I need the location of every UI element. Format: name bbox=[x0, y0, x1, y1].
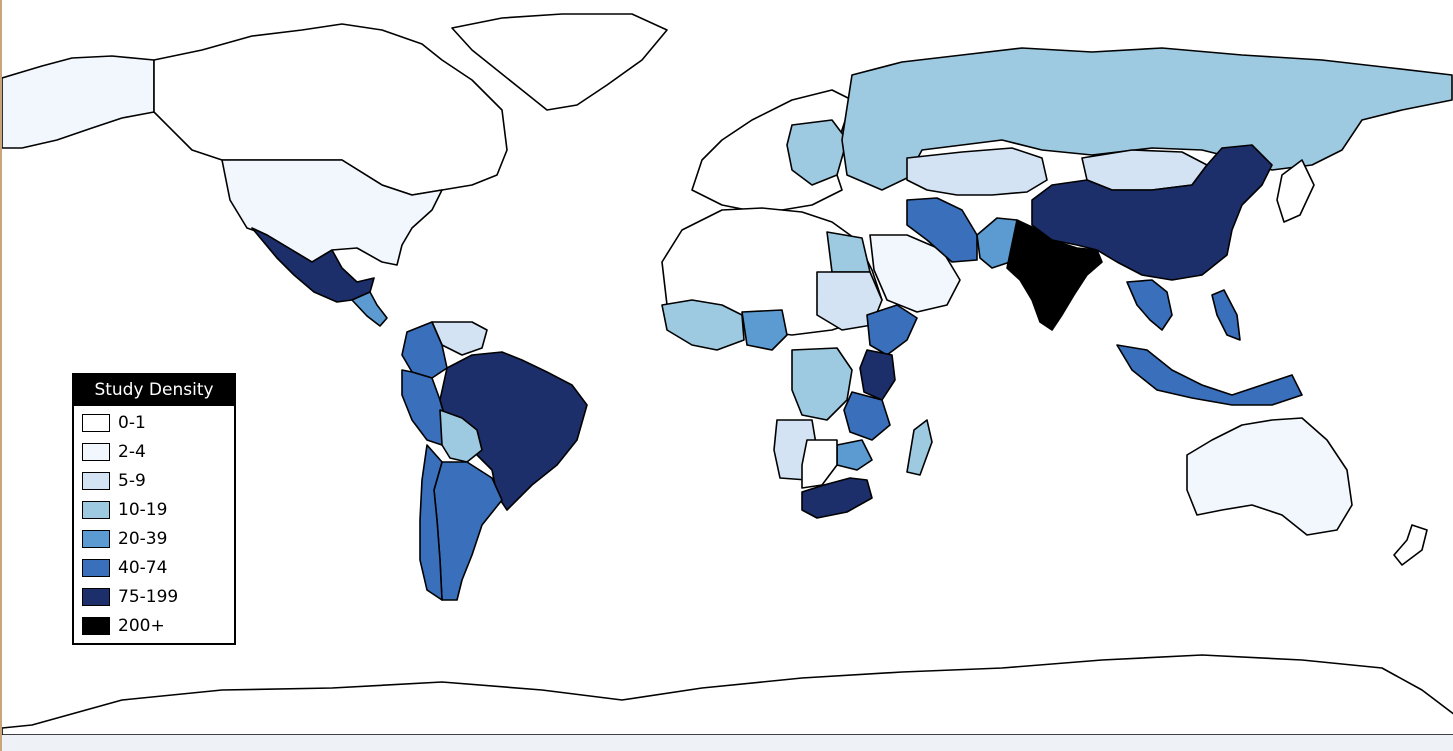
country-drc bbox=[791, 347, 853, 421]
country-greenland bbox=[451, 13, 668, 111]
legend-label: 20-39 bbox=[118, 529, 168, 549]
region-antarctica bbox=[2, 654, 1453, 736]
legend-label: 40-74 bbox=[118, 558, 168, 578]
country-madagascar bbox=[906, 419, 933, 476]
country-kenya bbox=[859, 349, 896, 401]
country-kazakhstan bbox=[906, 147, 1048, 196]
legend-item-10-19: 10-19 bbox=[82, 499, 167, 521]
legend-swatch bbox=[82, 530, 110, 548]
country-nigeria bbox=[741, 309, 788, 351]
legend-label: 5-9 bbox=[118, 471, 146, 491]
legend-swatch bbox=[82, 588, 110, 606]
map-legend: Study Density 0-1 2-4 5-9 10-19 20-39 40… bbox=[72, 373, 236, 645]
legend-item-200-plus: 200+ bbox=[82, 615, 165, 637]
country-ethiopia bbox=[866, 304, 918, 356]
region-southeast-asia bbox=[1126, 279, 1173, 331]
country-peru bbox=[401, 369, 448, 446]
country-china bbox=[1031, 144, 1273, 281]
country-indonesia bbox=[1116, 344, 1303, 406]
legend-swatch bbox=[82, 617, 110, 635]
legend-item-2-4: 2-4 bbox=[82, 441, 146, 463]
bottom-strip bbox=[2, 735, 1453, 751]
legend-label: 2-4 bbox=[118, 442, 146, 462]
region-eastern-europe bbox=[786, 119, 848, 186]
legend-item-5-9: 5-9 bbox=[82, 470, 146, 492]
country-zimbabwe bbox=[836, 439, 873, 471]
country-new-zealand bbox=[1393, 524, 1428, 566]
country-philippines bbox=[1211, 289, 1241, 341]
country-colombia bbox=[401, 321, 448, 379]
legend-item-75-199: 75-199 bbox=[82, 586, 178, 608]
country-bolivia bbox=[439, 409, 483, 463]
legend-item-0-1: 0-1 bbox=[82, 412, 146, 434]
region-central-america bbox=[351, 291, 388, 327]
legend-title: Study Density bbox=[74, 375, 234, 406]
legend-label: 0-1 bbox=[118, 413, 146, 433]
country-mexico bbox=[251, 227, 375, 303]
country-egypt bbox=[826, 231, 871, 273]
legend-swatch bbox=[82, 414, 110, 432]
country-south-africa bbox=[801, 477, 873, 519]
country-australia bbox=[1186, 417, 1353, 536]
country-india bbox=[1006, 219, 1103, 331]
legend-item-40-74: 40-74 bbox=[82, 557, 167, 579]
legend-swatch bbox=[82, 559, 110, 577]
region-west-africa bbox=[661, 299, 745, 351]
legend-label: 10-19 bbox=[118, 500, 168, 520]
country-chile bbox=[419, 444, 443, 601]
legend-label: 200+ bbox=[118, 616, 165, 636]
legend-swatch bbox=[82, 443, 110, 461]
legend-label: 75-199 bbox=[118, 587, 179, 607]
country-iran bbox=[906, 197, 978, 263]
country-alaska bbox=[2, 55, 155, 149]
country-mongolia bbox=[1081, 149, 1208, 191]
legend-swatch bbox=[82, 501, 110, 519]
country-argentina bbox=[433, 461, 503, 601]
legend-swatch bbox=[82, 472, 110, 490]
country-tanzania bbox=[843, 391, 891, 441]
region-southern-africa bbox=[801, 439, 838, 489]
country-saudi-arabia bbox=[869, 234, 961, 313]
country-japan bbox=[1276, 159, 1315, 223]
legend-item-20-39: 20-39 bbox=[82, 528, 167, 550]
